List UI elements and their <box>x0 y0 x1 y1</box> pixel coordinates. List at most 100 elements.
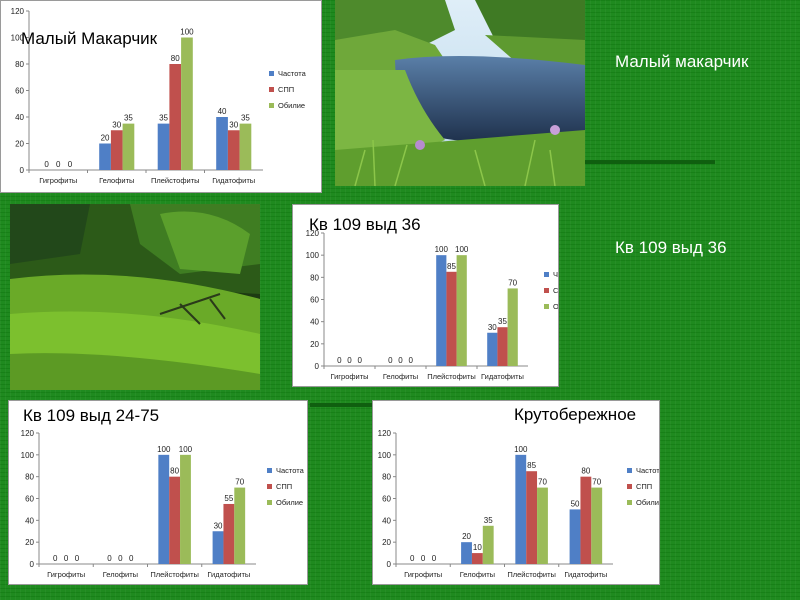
legend-label: Обилие <box>636 498 659 507</box>
legend-swatch <box>269 71 274 76</box>
bar <box>180 454 191 564</box>
bar <box>181 37 193 170</box>
legend-swatch <box>267 468 272 473</box>
data-label: 0 <box>432 554 437 563</box>
bar <box>507 288 518 366</box>
data-label: 0 <box>56 160 61 169</box>
y-tick-label: 60 <box>25 495 34 504</box>
y-tick-label: 60 <box>310 296 319 305</box>
data-label: 0 <box>68 160 73 169</box>
y-tick-label: 100 <box>306 251 320 260</box>
data-label: 30 <box>229 120 238 129</box>
data-label: 0 <box>357 356 362 365</box>
bar <box>223 503 235 564</box>
y-tick-label: 120 <box>21 429 35 438</box>
x-tick-label: Гигрофиты <box>39 176 77 185</box>
bar <box>482 525 494 564</box>
data-label: 30 <box>214 521 223 530</box>
y-tick-label: 80 <box>310 273 319 282</box>
legend-swatch <box>627 500 632 505</box>
legend-label: Частота <box>276 466 305 475</box>
data-label: 100 <box>180 28 194 37</box>
bar <box>216 117 228 170</box>
x-tick-label: Плейстофиты <box>427 372 476 381</box>
legend-label: Частота <box>553 270 558 279</box>
legend-label: Обилие <box>553 302 558 311</box>
y-tick-label: 40 <box>310 318 319 327</box>
x-tick-label: Плейстофиты <box>150 570 199 579</box>
data-label: 100 <box>435 245 449 254</box>
y-tick-label: 40 <box>15 113 24 122</box>
bar <box>515 454 527 564</box>
side-label-kv36: Кв 109 выд 36 <box>615 238 727 257</box>
data-label: 30 <box>488 323 497 332</box>
data-label: 100 <box>179 445 193 454</box>
bar <box>446 271 457 366</box>
bar <box>99 143 111 170</box>
bar <box>110 130 123 170</box>
chart-title: Кв 109 выд 24-75 <box>23 406 160 425</box>
legend-swatch <box>267 484 272 489</box>
y-tick-label: 80 <box>15 60 24 69</box>
data-label: 85 <box>527 461 536 470</box>
data-label: 0 <box>410 554 415 563</box>
data-label: 70 <box>235 478 244 487</box>
y-tick-label: 60 <box>15 87 24 96</box>
data-label: 0 <box>388 356 393 365</box>
y-tick-label: 80 <box>382 473 391 482</box>
y-tick-label: 120 <box>306 229 320 238</box>
x-tick-label: Гидатофиты <box>212 176 255 185</box>
x-tick-label: Гигрофиты <box>330 372 368 381</box>
legend-label: Частота <box>636 466 659 475</box>
legend-label: Частота <box>278 69 307 78</box>
data-label: 0 <box>408 356 413 365</box>
y-tick-label: 100 <box>378 451 392 460</box>
data-label: 0 <box>421 554 426 563</box>
data-label: 100 <box>157 445 171 454</box>
y-tick-label: 0 <box>315 362 320 371</box>
chart-panel-kv24-75: 0 20 40 60 80 100 120 Гигрофиты 0 0 0 Гелофиты 0 0 0 Пл… <box>8 400 308 585</box>
bar <box>436 255 447 366</box>
legend-label: СПП <box>636 482 652 491</box>
bar <box>471 553 483 564</box>
x-tick-label: Гидатофиты <box>564 570 607 579</box>
divider-rule <box>585 160 715 164</box>
bar <box>158 454 170 564</box>
legend-swatch <box>627 484 632 489</box>
bar <box>497 327 508 366</box>
bar <box>212 531 224 564</box>
side-label-maly: Малый макарчик <box>615 52 749 71</box>
data-label: 20 <box>462 532 471 541</box>
x-tick-label: Гигрофиты <box>47 570 85 579</box>
y-tick-label: 20 <box>25 538 34 547</box>
y-tick-label: 20 <box>382 538 391 547</box>
x-tick-label: Гелофиты <box>460 570 495 579</box>
y-tick-label: 0 <box>30 560 35 569</box>
y-tick-label: 40 <box>382 516 391 525</box>
data-label: 0 <box>347 356 352 365</box>
data-label: 0 <box>337 356 342 365</box>
data-label: 0 <box>398 356 403 365</box>
photo-river <box>335 0 585 186</box>
data-label: 80 <box>170 467 179 476</box>
legend-swatch <box>269 87 274 92</box>
legend-swatch <box>544 304 549 309</box>
legend-label: Обилие <box>276 498 303 507</box>
legend-label: СПП <box>276 482 292 491</box>
photo-duckweed-pond <box>10 204 260 390</box>
x-tick-label: Гелофиты <box>99 176 134 185</box>
chart-title: Малый Макарчик <box>21 29 158 48</box>
data-label: 35 <box>241 114 250 123</box>
data-label: 0 <box>129 554 134 563</box>
data-label: 80 <box>171 54 180 63</box>
data-label: 30 <box>112 120 121 129</box>
data-label: 0 <box>53 554 58 563</box>
data-label: 85 <box>447 262 456 271</box>
legend-label: СПП <box>553 286 558 295</box>
y-tick-label: 40 <box>25 516 34 525</box>
y-tick-label: 120 <box>11 7 25 16</box>
chart-panel-maly-makarchik: 0 20 40 60 80 100 120 Гигрофиты 0 0 0 Гелофиты 20 30 3… <box>0 0 322 193</box>
